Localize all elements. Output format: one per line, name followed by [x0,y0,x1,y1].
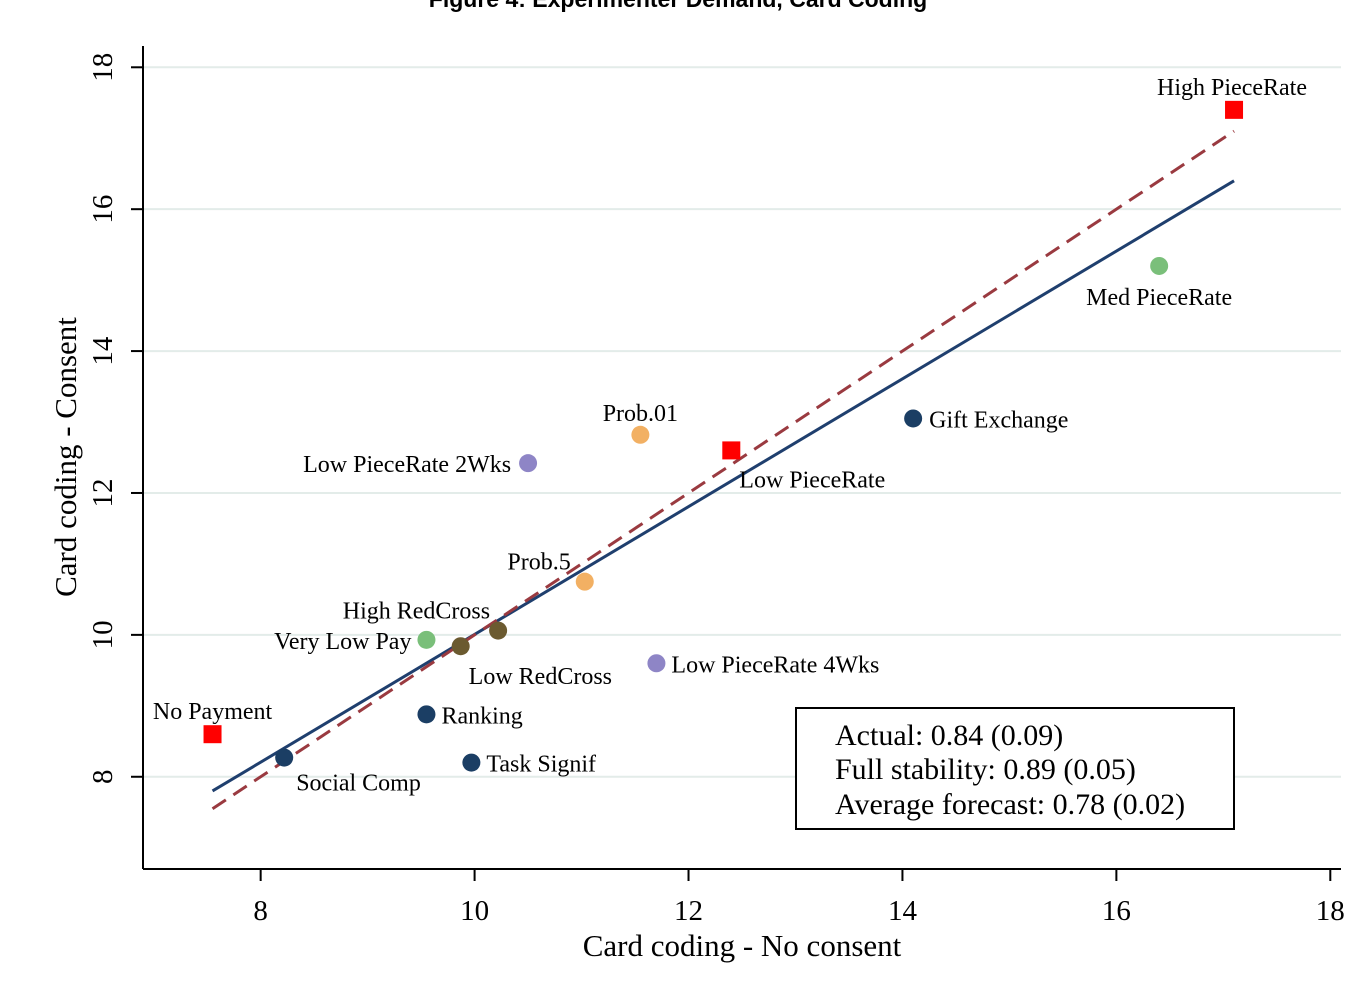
label-prob-01: Prob.01 [603,401,678,427]
y-tick-label: 18 [87,53,119,82]
point-low-piecerate-2wks [519,454,538,473]
label-gift-exchange: Gift Exchange [929,407,1068,433]
stats-box: Actual: 0.84 (0.09) Full stability: 0.89… [795,707,1235,830]
label-no-payment: No Payment [153,699,273,725]
point-high-piecerate [1225,100,1244,119]
point-labels: High PieceRate Med PieceRate Gift Exchange… [153,75,1307,797]
label-med-piecerate: Med PieceRate [1086,285,1232,311]
point-high-redcross [489,621,508,640]
point-low-piecerate [722,441,741,460]
axes: 8 10 12 14 16 18 8 10 12 14 16 18 [87,46,1345,927]
y-tick-label: 8 [87,770,119,785]
y-tick-label: 10 [87,620,119,649]
point-social-comp [275,748,294,767]
label-task-signif: Task Signif [486,752,596,778]
label-high-redcross: High RedCross [343,599,490,625]
chart-title: Figure 4: Experimenter Demand, Card Codi… [0,0,1356,13]
data-points [203,100,1244,772]
x-tick-label: 12 [674,895,703,927]
solid-fit-line [211,179,1235,793]
stats-line-full-stability: Full stability: 0.89 (0.05) [835,753,1136,786]
dashed-reference-line [211,129,1235,810]
x-tick-label: 18 [1316,895,1345,927]
x-tick-label: 14 [888,895,918,927]
point-med-piecerate [1150,256,1169,275]
x-tick-label: 16 [1102,895,1131,927]
x-axis-label: Card coding - No consent [583,928,902,963]
stats-line-average-forecast: Average forecast: 0.78 (0.02) [835,788,1185,821]
label-high-piecerate: High PieceRate [1157,75,1307,101]
stats-line-actual: Actual: 0.84 (0.09) [835,719,1063,752]
label-social-comp: Social Comp [296,771,421,797]
label-very-low-pay: Very Low Pay [274,629,411,655]
point-ranking [417,705,436,724]
point-gift-exchange [904,409,923,428]
label-ranking: Ranking [441,703,522,729]
label-low-redcross: Low RedCross [469,664,612,690]
point-low-piecerate-4wks [647,654,666,673]
stats-box-border [795,707,1235,830]
y-tick-label: 14 [87,336,119,366]
point-prob-5 [575,572,594,591]
x-tick-label: 10 [460,895,489,927]
label-low-piecerate: Low PieceRate [739,467,885,493]
fit-lines [211,129,1235,810]
point-very-low-pay [417,630,436,649]
point-prob-01 [631,425,650,444]
y-tick-label: 12 [87,478,119,507]
x-tick-label: 8 [253,895,268,927]
point-task-signif [462,753,481,772]
y-axis-label: Card coding - Consent [48,317,83,597]
label-low-piecerate-2wks: Low PieceRate 2Wks [303,452,511,478]
y-tick-label: 16 [87,195,119,224]
point-low-redcross [451,637,470,656]
point-no-payment [203,725,222,744]
label-low-piecerate-4wks: Low PieceRate 4Wks [671,652,879,678]
label-prob-5: Prob.5 [507,550,570,576]
